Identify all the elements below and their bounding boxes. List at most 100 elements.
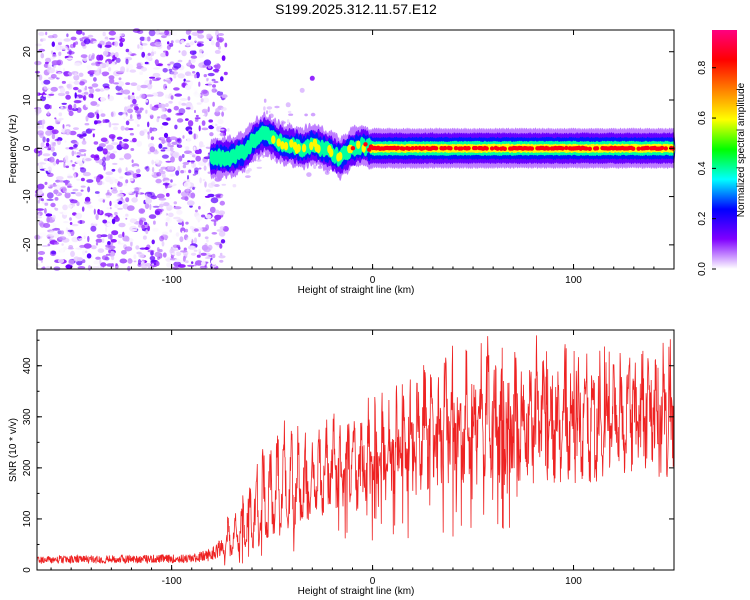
noise-blob (219, 243, 223, 249)
noise-blob (175, 170, 180, 176)
noise-blob (90, 154, 96, 159)
noise-blob (187, 264, 195, 267)
noise-blob (119, 157, 124, 161)
noise-blob (145, 229, 149, 234)
noise-blob (61, 80, 66, 84)
noise-blob (135, 192, 138, 198)
noise-blob (45, 57, 51, 63)
noise-blob (115, 57, 121, 63)
signal-band-segment (459, 146, 464, 151)
noise-blob (132, 28, 141, 33)
noise-blob (81, 140, 87, 145)
noise-blob (125, 58, 129, 65)
signal-band-segment (356, 140, 361, 149)
noise-blob (177, 264, 186, 268)
noise-blob (55, 118, 58, 125)
snr-frame (36, 329, 675, 571)
noise-blob (45, 142, 50, 147)
noise-blob (153, 150, 159, 155)
noise-blob (44, 181, 48, 185)
colorbar-tick-label: 0.0 (697, 262, 708, 276)
noise-blob (149, 103, 153, 110)
noise-blob (63, 246, 67, 251)
noise-blob (102, 31, 106, 37)
noise-blob (86, 66, 92, 70)
y-tick-label: 0 (22, 567, 33, 573)
noise-blob (139, 71, 144, 75)
noise-blob (108, 95, 114, 102)
noise-blob (201, 260, 206, 266)
signal-band-segment (489, 146, 495, 151)
noise-blob (193, 133, 196, 140)
noise-blob (89, 40, 93, 44)
noise-blob (67, 185, 73, 188)
noise-blob (147, 151, 152, 155)
noise-blob (70, 36, 77, 41)
halo-point (263, 106, 266, 111)
noise-blob (190, 192, 196, 199)
noise-blob (139, 247, 146, 250)
noise-blob (220, 107, 227, 111)
noise-blob (95, 176, 101, 183)
noise-blob (119, 189, 123, 193)
noise-blob (85, 115, 89, 122)
noise-blob (161, 35, 167, 39)
noise-blob (47, 35, 55, 39)
noise-blob (180, 39, 185, 44)
noise-blob (202, 89, 210, 97)
noise-blob (130, 148, 135, 151)
noise-blob (80, 177, 85, 182)
y-tick-label: -20 (22, 237, 33, 252)
noise-blob (167, 165, 175, 171)
x-tick-label: -100 (162, 275, 182, 286)
noise-blob (193, 237, 198, 244)
noise-blob (211, 232, 218, 235)
noise-blob (105, 226, 108, 233)
spectrogram-y-axis-label: Frequency (Hz) (8, 115, 19, 184)
noise-blob (190, 50, 193, 55)
noise-blob (139, 107, 144, 111)
noise-blob (113, 126, 118, 131)
noise-blob (76, 29, 83, 35)
noise-blob (80, 54, 88, 58)
noise-blob (156, 91, 164, 97)
noise-blob (148, 29, 156, 37)
noise-blob (98, 143, 106, 148)
noise-blob (145, 109, 148, 114)
signal-band-segment (663, 146, 668, 151)
noise-blob (203, 59, 212, 66)
noise-blob (74, 151, 77, 155)
noise-blob (190, 58, 196, 64)
noise-blob (38, 220, 44, 226)
noise-blob (95, 120, 102, 124)
noise-blob (181, 154, 185, 158)
noise-blob (123, 182, 127, 187)
noise-blob (70, 250, 75, 257)
noise-blob (177, 180, 184, 187)
noise-blob (68, 259, 75, 266)
noise-blob (158, 168, 164, 173)
noise-blob (203, 156, 211, 160)
noise-blob (82, 96, 86, 100)
noise-blob (173, 206, 182, 210)
noise-blob (168, 68, 173, 72)
noise-blob (200, 98, 204, 103)
noise-blob (205, 224, 210, 231)
noise-blob (77, 266, 86, 270)
noise-blob (157, 116, 161, 119)
noise-blob (93, 156, 100, 161)
noise-blob (163, 132, 169, 138)
noise-blob (115, 263, 118, 267)
noise-blob (201, 120, 206, 126)
noise-blob (76, 201, 80, 207)
signal-band-segment (395, 145, 401, 151)
noise-blob (209, 206, 216, 214)
noise-blob (117, 70, 125, 73)
noise-blob (84, 91, 89, 95)
noise-blob (36, 125, 42, 129)
noise-blob (38, 31, 45, 36)
noise-blob (182, 161, 190, 166)
noise-blob (213, 184, 220, 187)
noise-blob (144, 247, 150, 250)
signal-band-segment (587, 146, 592, 151)
